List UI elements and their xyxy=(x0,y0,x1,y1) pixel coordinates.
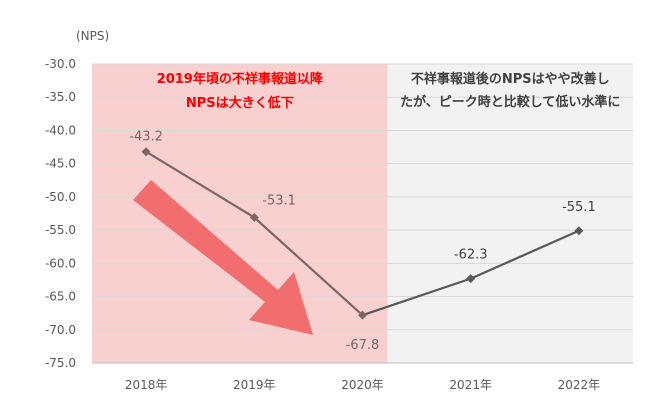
data-label: -53.1 xyxy=(262,193,296,208)
data-point-marker xyxy=(466,274,476,284)
data-label: -43.2 xyxy=(129,130,163,145)
x-tick-label: 2022年 xyxy=(558,378,601,392)
x-tick-label: 2021年 xyxy=(449,378,492,392)
data-point-marker xyxy=(358,310,367,320)
y-tick-label: -65.0 xyxy=(45,290,76,304)
y-tick-label: -55.0 xyxy=(45,223,76,237)
series-line-segment xyxy=(145,150,255,219)
data-point-marker xyxy=(574,226,584,236)
data-label: -55.1 xyxy=(562,200,596,215)
y-tick-label: -40.0 xyxy=(45,123,76,137)
annotation-line: 不祥事報道後のNPSはやや改善し xyxy=(411,71,610,87)
y-tick-label: -30.0 xyxy=(45,57,76,71)
y-unit-label: (NPS) xyxy=(76,29,109,43)
data-point-marker xyxy=(249,212,259,222)
data-label: -67.8 xyxy=(346,338,380,353)
data-label: -62.3 xyxy=(454,248,488,263)
annotation-line: 2019年頃の不祥事報道以降 xyxy=(157,71,324,87)
x-tick-label: 2019年 xyxy=(233,378,276,392)
y-tick-label: -60.0 xyxy=(45,256,76,270)
annotation-line: NPSは大きく低下 xyxy=(186,95,294,111)
x-tick-label: 2018年 xyxy=(125,378,168,392)
y-tick-label: -70.0 xyxy=(45,323,76,337)
decline-arrow xyxy=(133,180,313,335)
y-tick-label: -45.0 xyxy=(45,157,76,171)
series-line-segment xyxy=(470,229,580,280)
y-tick-label: -35.0 xyxy=(45,90,76,104)
recovery-period-shade xyxy=(387,64,633,363)
data-point-marker xyxy=(141,147,151,157)
series-line-segment xyxy=(362,277,472,317)
y-tick-label: -75.0 xyxy=(45,356,76,370)
series-line-segment xyxy=(253,216,364,316)
y-tick-label: -50.0 xyxy=(45,190,76,204)
annotation-line: たが、ピーク時と比較して低い水準に xyxy=(400,94,620,110)
decline-period-shade xyxy=(92,64,388,363)
x-tick-label: 2020年 xyxy=(341,378,384,392)
